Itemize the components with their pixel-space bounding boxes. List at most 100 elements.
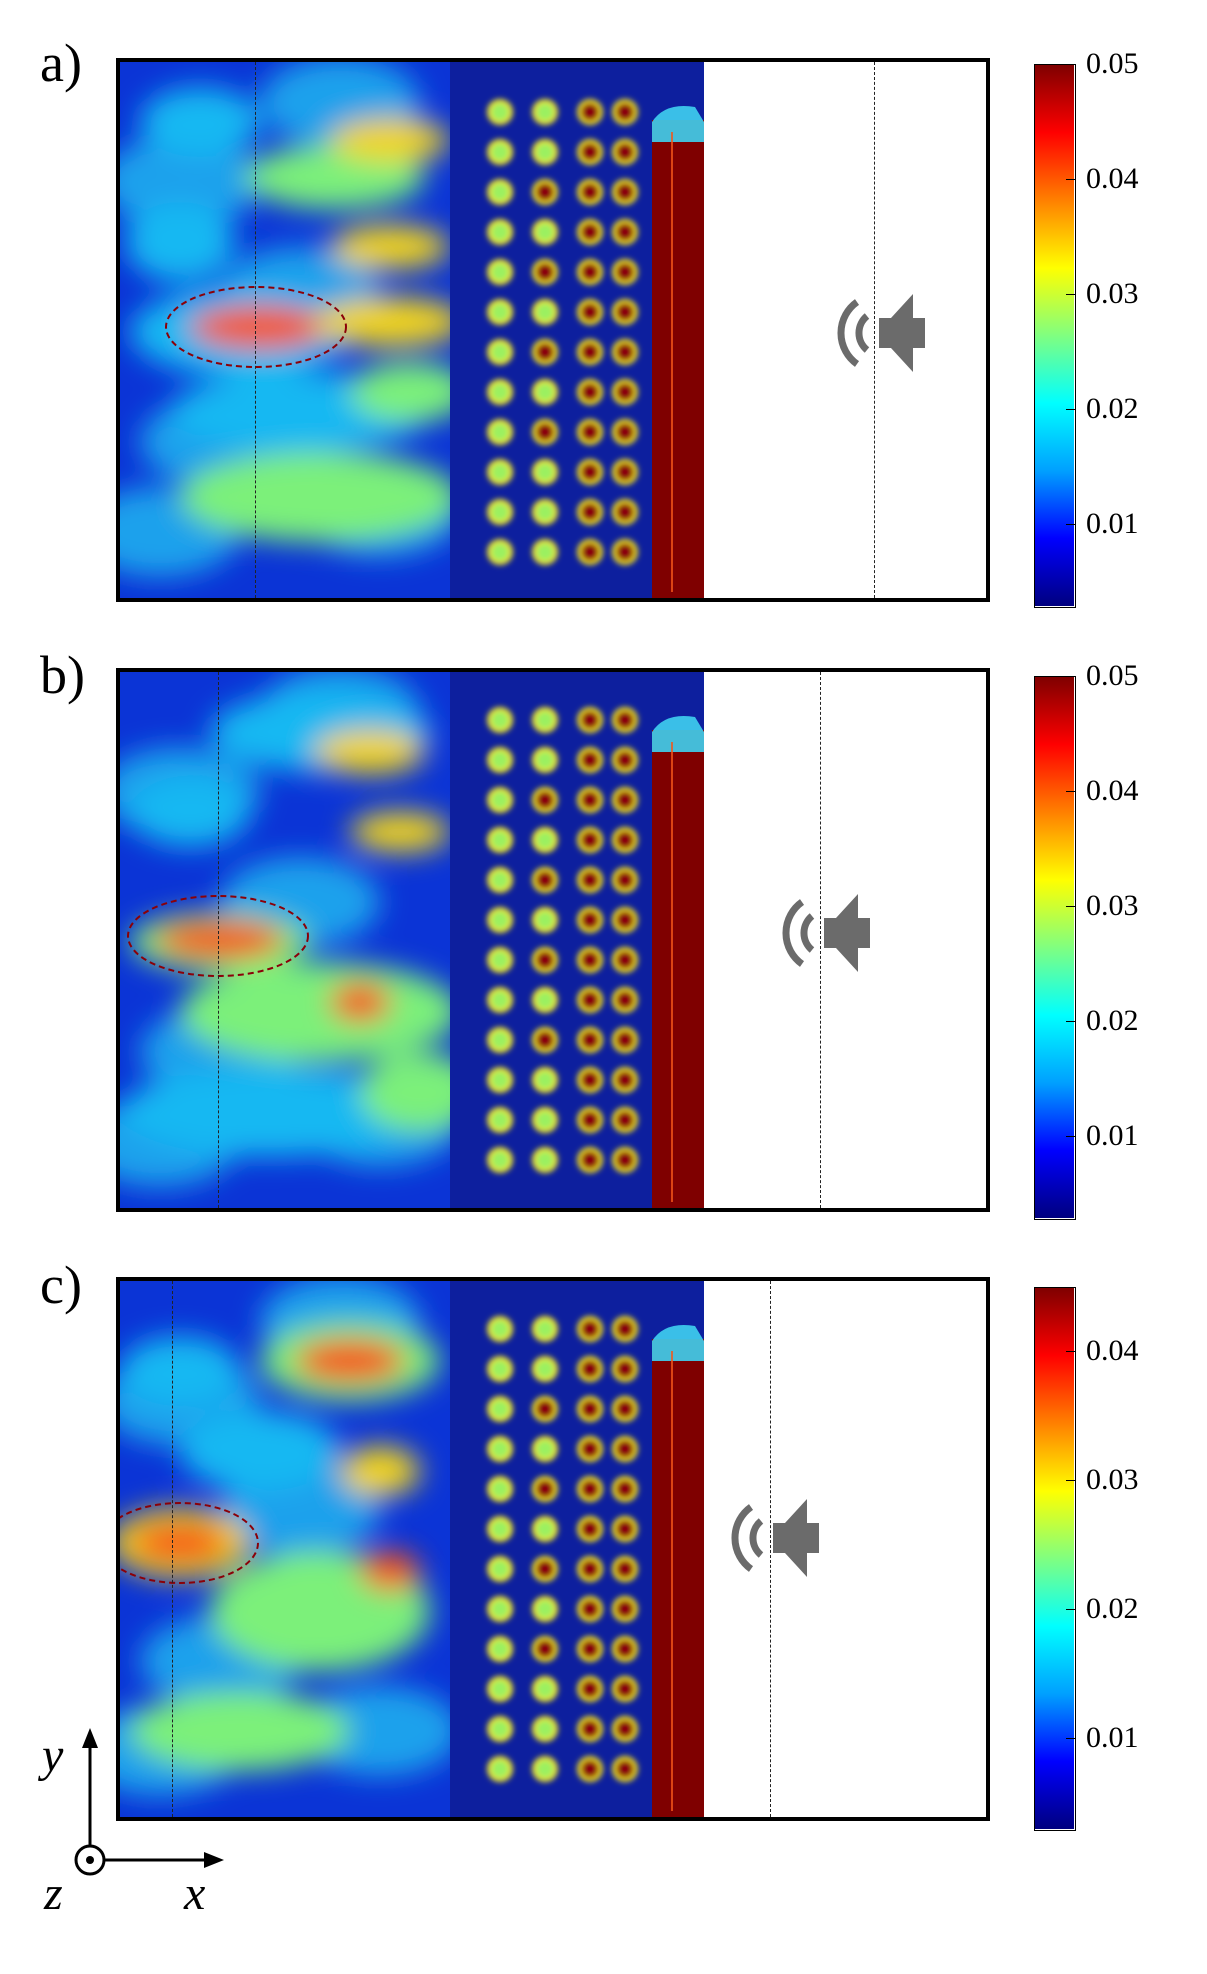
scatterer-core xyxy=(491,183,509,201)
diffuse-field xyxy=(120,62,470,577)
intensity-hotspot xyxy=(350,362,470,422)
intensity-hotspot xyxy=(190,305,330,349)
sound-wave-outer xyxy=(731,1504,754,1572)
intensity-field-a xyxy=(120,62,704,598)
scatterer-core xyxy=(491,751,509,769)
scatterer-core xyxy=(616,1440,634,1458)
scatterer-core xyxy=(581,423,599,441)
scatterer-core xyxy=(581,1680,599,1698)
intensity-hotspot xyxy=(295,1339,405,1383)
colorbar-tick-label: 0.03 xyxy=(1086,889,1139,923)
scatterer-core xyxy=(491,1480,509,1498)
colorbar-tick-mark xyxy=(1066,1136,1076,1138)
heatmap-panel-c xyxy=(116,1277,990,1821)
intensity-hotspot xyxy=(120,1067,420,1157)
intensity-field-c xyxy=(120,1281,704,1817)
colorbar-tick-mark xyxy=(1066,1480,1076,1482)
scatterer-core xyxy=(581,1640,599,1658)
colorbar-tick-mark xyxy=(1066,64,1076,65)
scatterer-core xyxy=(536,711,554,729)
scatterer-core xyxy=(491,911,509,929)
scatterer-core xyxy=(536,1400,554,1418)
scatterer-core xyxy=(616,711,634,729)
scatterer-core xyxy=(616,1151,634,1169)
scatterer-core xyxy=(491,1720,509,1738)
intensity-hotspot xyxy=(315,730,425,774)
colorbar-tick-label: 0.03 xyxy=(1086,277,1139,311)
colorbar-tick-mark xyxy=(1066,524,1076,526)
scatterer-core xyxy=(581,791,599,809)
intensity-hotspot xyxy=(330,982,390,1022)
saturated-strip xyxy=(652,730,704,1208)
intensity-hotspot xyxy=(155,920,285,960)
intensity-hotspot xyxy=(330,118,450,162)
scatterer-core xyxy=(616,751,634,769)
scatterer-core xyxy=(616,911,634,929)
scatterer-core xyxy=(491,871,509,889)
speaker-body xyxy=(773,1499,807,1577)
scatterer-core xyxy=(616,183,634,201)
intensity-hotspot xyxy=(180,1411,340,1491)
colorbar-tick-mark xyxy=(1066,676,1076,677)
strip-edge-highlight xyxy=(652,1325,704,1361)
scatterer-core xyxy=(491,711,509,729)
intensity-hotspot xyxy=(132,1523,228,1563)
scatterer-core xyxy=(536,383,554,401)
scatterer-core xyxy=(581,143,599,161)
reference-line-right-c xyxy=(770,1281,771,1817)
scatterer-core xyxy=(536,991,554,1009)
scatterer-core xyxy=(581,1480,599,1498)
scatterer-core xyxy=(616,1760,634,1778)
scatterer-core xyxy=(581,1320,599,1338)
scatterer-core xyxy=(616,503,634,521)
scatterer-core xyxy=(491,1400,509,1418)
scatterer-core xyxy=(581,1760,599,1778)
colorbar-tick-label: 0.02 xyxy=(1086,392,1139,426)
scatterer-core xyxy=(581,503,599,521)
reference-line-left-b xyxy=(218,672,219,1208)
scatterer-core xyxy=(491,1760,509,1778)
scatterer-core xyxy=(536,1480,554,1498)
scatterer-core xyxy=(616,871,634,889)
intensity-hotspot xyxy=(350,812,450,852)
sound-wave-outer xyxy=(782,899,805,967)
scatterer-core xyxy=(536,791,554,809)
diffuse-field xyxy=(120,1281,460,1796)
speaker-icon xyxy=(827,288,937,378)
scatterer-core xyxy=(536,463,554,481)
colorbar-tick-label: 0.02 xyxy=(1086,1592,1139,1626)
scatterer-core xyxy=(616,103,634,121)
scatterer-array xyxy=(487,1316,638,1782)
scatterer-core xyxy=(536,1320,554,1338)
intensity-hotspot xyxy=(315,297,465,347)
heatmap-panel-a xyxy=(116,58,990,602)
colorbar-tick-mark xyxy=(1066,791,1076,793)
scatterer-core xyxy=(616,463,634,481)
colorbar-tick-label: 0.03 xyxy=(1086,1463,1139,1497)
scatterer-core xyxy=(491,831,509,849)
sound-wave-inner xyxy=(855,313,870,353)
panel-label-b: b) xyxy=(40,645,85,705)
speaker-icon xyxy=(721,1493,831,1583)
scatterer-core xyxy=(491,463,509,481)
scatterer-core xyxy=(581,1360,599,1378)
scatterer-core xyxy=(616,1360,634,1378)
intensity-hotspot xyxy=(140,87,260,157)
scatterer-array xyxy=(487,99,638,565)
scatterer-core xyxy=(616,263,634,281)
diffuse-field xyxy=(120,672,480,1187)
scatterer-core xyxy=(491,1600,509,1618)
panel-label-a: a) xyxy=(40,33,82,93)
hotspot-highlight-ellipse xyxy=(120,1502,259,1584)
intensity-hotspot xyxy=(330,225,450,269)
speaker-icon xyxy=(772,888,882,978)
scatterer-core xyxy=(536,831,554,849)
colorbar-gradient xyxy=(1035,1288,1074,1829)
colorbar-c xyxy=(1034,1287,1076,1831)
scatterer-core xyxy=(536,543,554,561)
scatterer-core xyxy=(491,791,509,809)
scatterer-core xyxy=(581,871,599,889)
scatterer-core xyxy=(616,1720,634,1738)
speaker-body xyxy=(879,294,913,372)
scatterer-core xyxy=(616,1071,634,1089)
